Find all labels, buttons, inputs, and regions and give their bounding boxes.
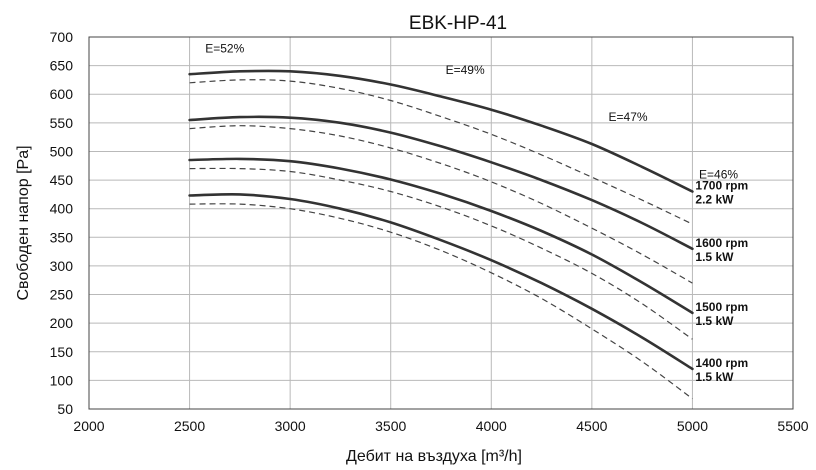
efficiency-annotation: E=49% <box>446 63 485 77</box>
x-tick-label: 4000 <box>476 418 507 434</box>
y-tick-label: 700 <box>50 29 74 45</box>
x-tick-label: 5500 <box>777 418 808 434</box>
series-line-dashed <box>189 167 693 340</box>
series-line <box>188 157 694 315</box>
y-tick-label: 350 <box>50 229 74 245</box>
series-line <box>188 115 694 251</box>
y-tick-label: 250 <box>50 287 74 303</box>
x-tick-label: 3000 <box>275 418 306 434</box>
series-label: 1500 rpm <box>695 300 748 314</box>
series-line-dashed <box>189 203 693 400</box>
series-label: 1600 rpm <box>695 236 748 250</box>
series-label: 1.5 kW <box>695 314 734 328</box>
x-tick-label: 3500 <box>375 418 406 434</box>
plot-area <box>88 36 794 410</box>
series-line <box>188 192 694 371</box>
y-axis-label: Свободен напор [Pa] <box>15 145 32 300</box>
y-tick-label: 100 <box>50 372 74 388</box>
y-tick-label: 450 <box>50 172 74 188</box>
tick-labels: 2000 2500 3000 3500 4000 4500 5000 5500 50 100 150… <box>50 29 809 434</box>
x-axis-label: Дебит на въздуха [m³/h] <box>346 448 522 465</box>
y-tick-label: 200 <box>50 315 74 331</box>
y-tick-label: 650 <box>50 58 74 74</box>
x-tick-label: 4500 <box>576 418 607 434</box>
y-tick-label: 400 <box>50 201 74 217</box>
y-tick-label: 600 <box>50 86 74 102</box>
grid <box>88 36 794 410</box>
y-tick-label: 550 <box>50 115 74 131</box>
efficiency-annotation: E=47% <box>609 110 648 124</box>
series-line <box>188 69 694 193</box>
x-tick-label: 2000 <box>73 418 104 434</box>
chart-title: EBK-HP-41 <box>409 13 507 34</box>
x-tick-label: 2500 <box>174 418 205 434</box>
series-label: 1700 rpm <box>695 179 748 193</box>
y-tick-label: 500 <box>50 143 74 159</box>
annotations: E=52% E=49% E=47% E=46% <box>205 41 738 181</box>
series-label: 1400 rpm <box>695 356 748 370</box>
x-tick-label: 5000 <box>677 418 708 434</box>
series-label: 1.5 kW <box>695 370 734 384</box>
series-label: 1.5 kW <box>695 250 734 264</box>
efficiency-annotation: E=46% <box>699 167 738 181</box>
series-line-dashed <box>189 125 693 284</box>
efficiency-annotation: E=52% <box>205 41 244 55</box>
series-line-dashed <box>189 79 693 225</box>
series-label: 2.2 kW <box>695 193 734 207</box>
y-tick-label: 150 <box>50 344 74 360</box>
y-tick-label: 300 <box>50 258 74 274</box>
y-tick-label: 50 <box>57 401 73 417</box>
